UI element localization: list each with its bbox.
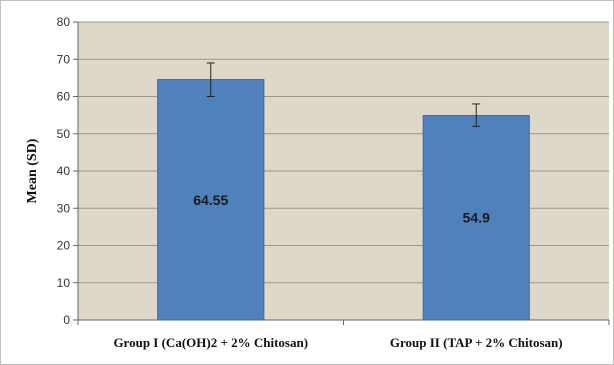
y-tick-label: 10 <box>57 276 71 290</box>
error-bars <box>206 62 481 127</box>
y-tick-label: 60 <box>57 90 71 104</box>
y-axis-title: Mean (SD) <box>25 138 40 203</box>
bar <box>157 79 265 321</box>
y-tick-label: 0 <box>63 313 70 327</box>
x-category-label: Group I (Ca(OH)2 + 2% Chitosan) <box>113 335 308 350</box>
bar-data-label: 64.55 <box>193 192 228 208</box>
bars <box>157 79 530 321</box>
y-tick-label: 20 <box>57 239 71 253</box>
y-tick-label: 40 <box>57 164 71 178</box>
x-category-label: Group II (TAP + 2% Chitosan) <box>390 335 563 350</box>
y-tick-label: 80 <box>57 15 71 29</box>
bar-data-label: 54.9 <box>463 210 490 226</box>
y-tick-label: 50 <box>57 127 71 141</box>
labels: 0 10 20 30 40 50 60 70 80 64.55 Group I (Ca(OH)2 +… <box>57 15 563 350</box>
y-tick-label: 30 <box>57 201 71 215</box>
bar <box>422 114 530 321</box>
y-tick-label: 70 <box>57 52 71 66</box>
